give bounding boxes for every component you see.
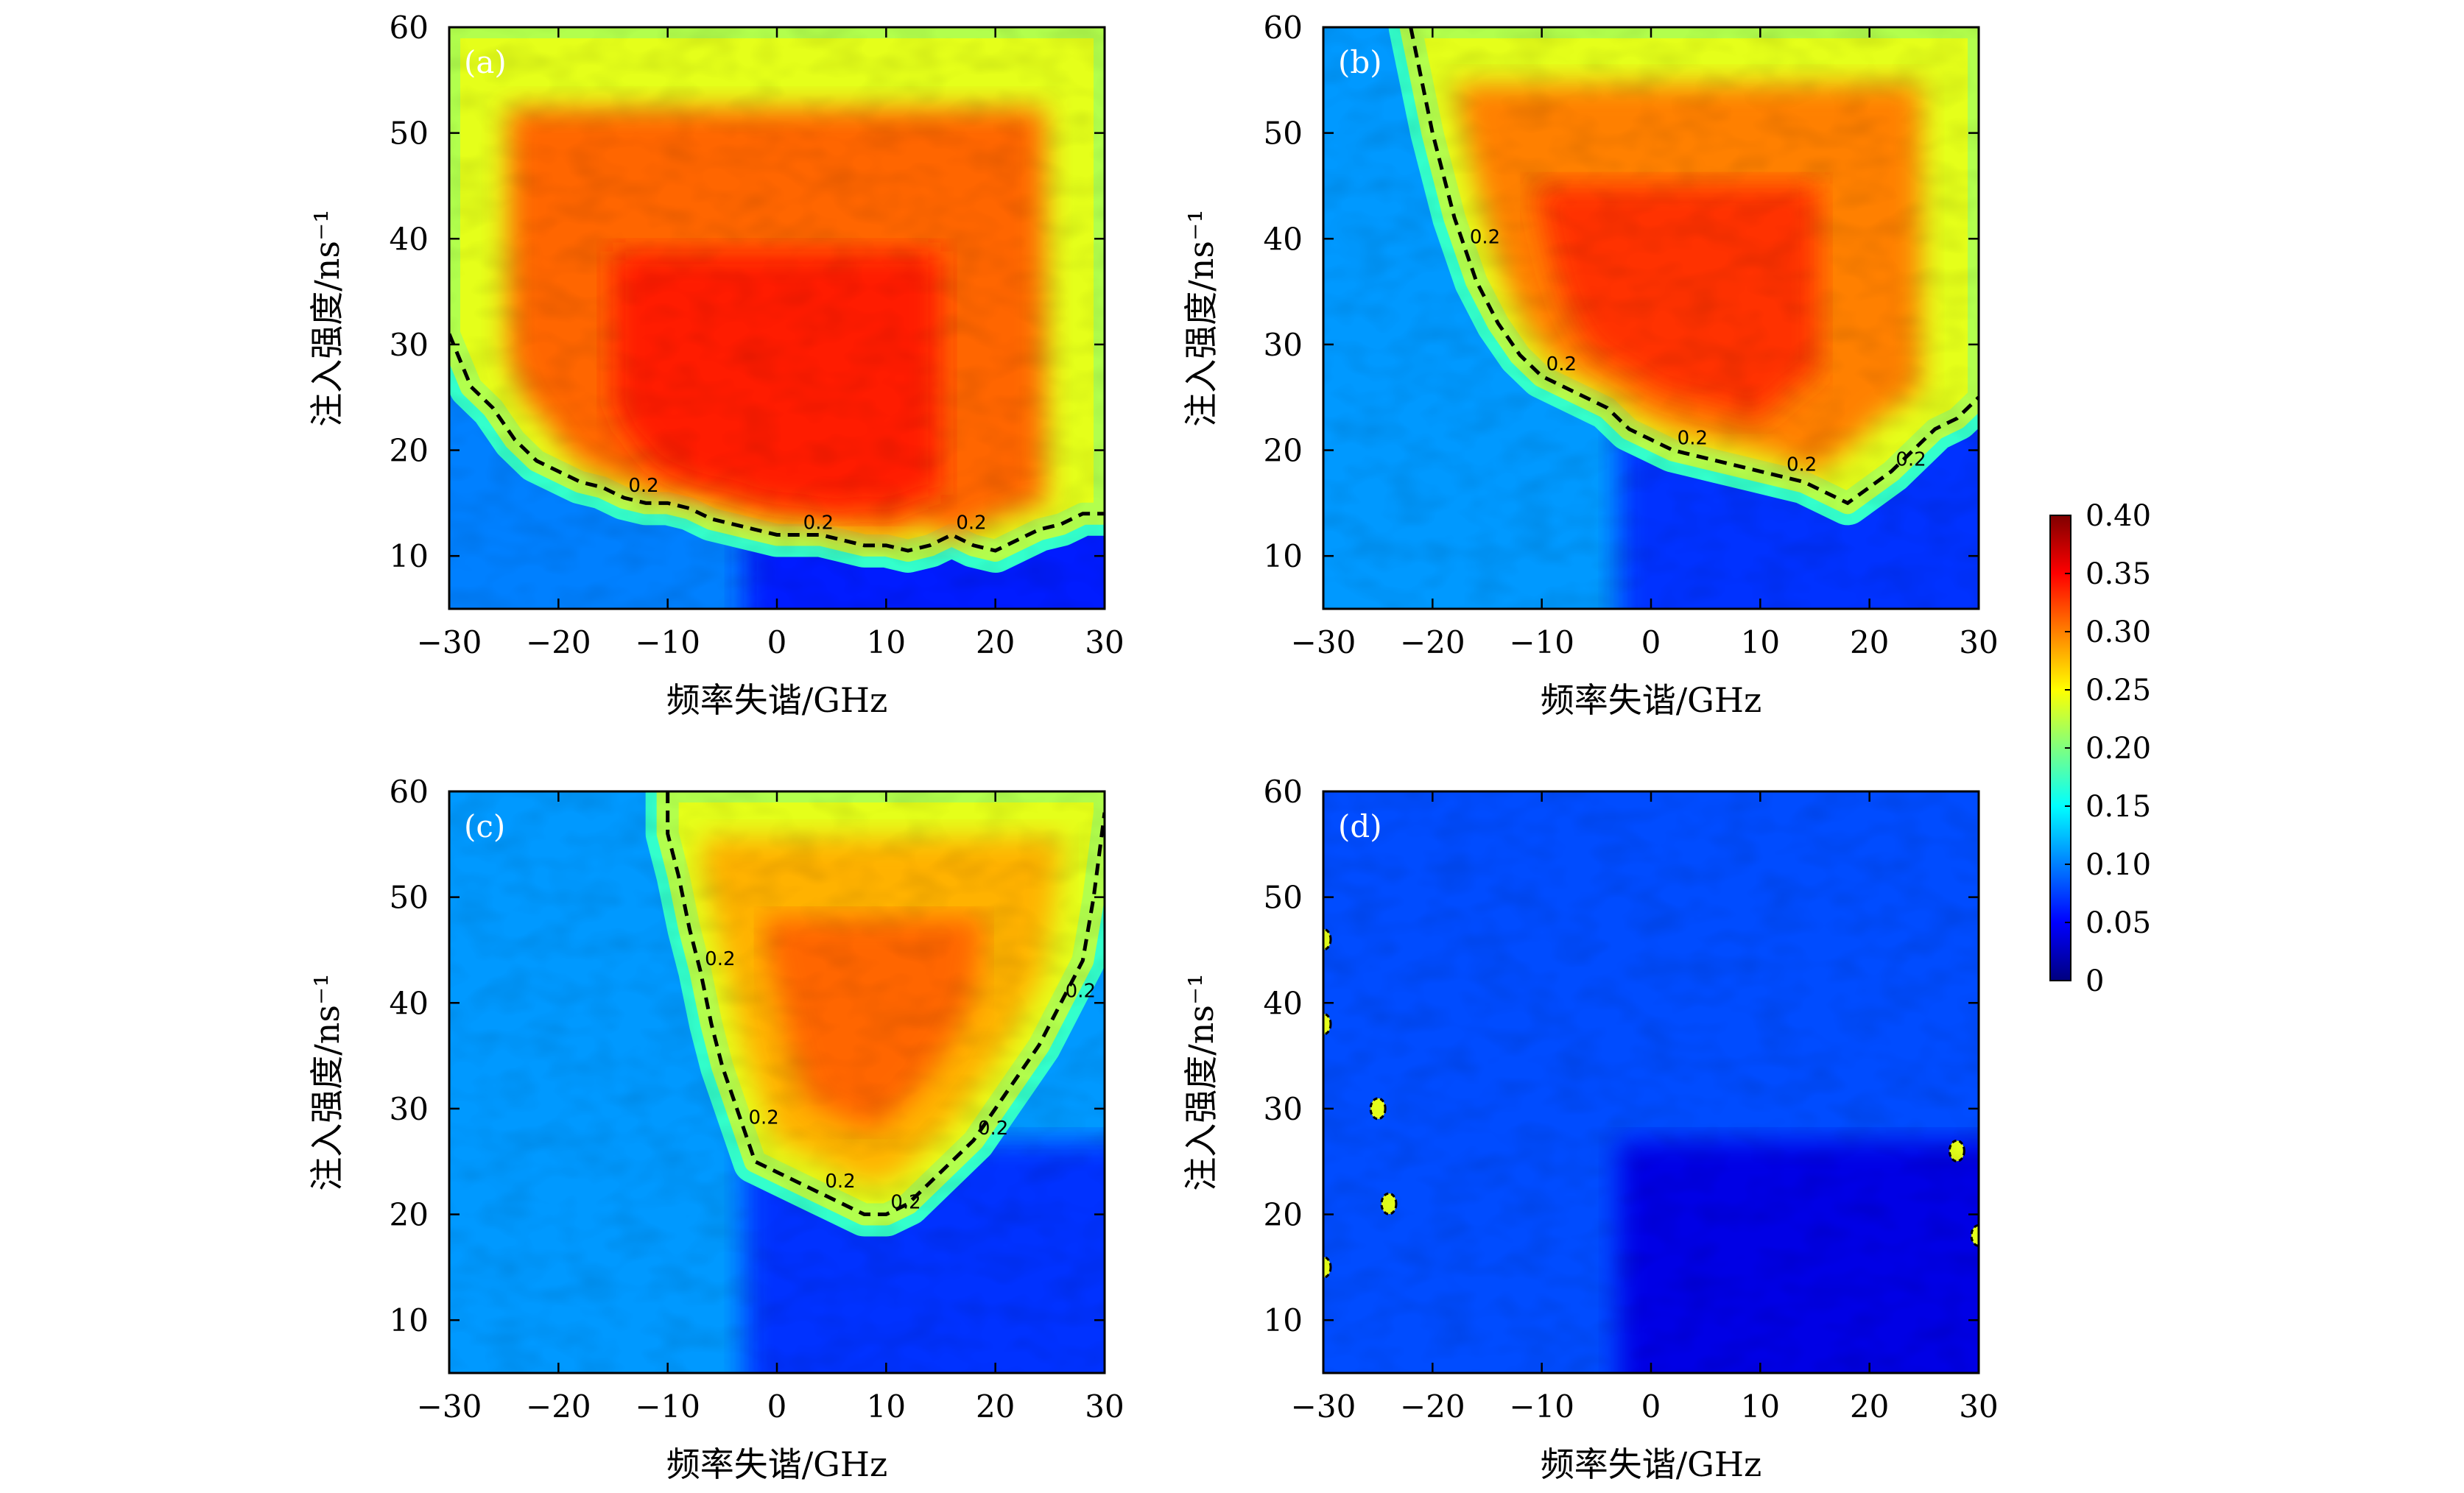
- x-tick-label: 10: [867, 624, 906, 660]
- y-tick-label: 20: [390, 1197, 429, 1233]
- panel-label: (c): [464, 808, 505, 844]
- x-tick-label: −30: [1291, 624, 1356, 660]
- heatmap-texture: [1323, 791, 1979, 1373]
- colorbar-tick-label: 0.15: [2085, 790, 2151, 824]
- colorbar-tick-label: 0.20: [2085, 732, 2151, 766]
- heatmap-texture: [449, 791, 1105, 1373]
- x-tick-label: 30: [1085, 1388, 1124, 1425]
- colorbar: 0.40 0.35 0.30 0.25 0.20 0.15 0.10 0.05 0: [2049, 499, 2151, 998]
- x-tick-label: −20: [1400, 1388, 1465, 1425]
- x-tick-label: 30: [1959, 624, 1998, 660]
- y-tick-label: 20: [390, 433, 429, 469]
- heatmap-panel-a: 0.20.2 0.2 −30 −20 −10 0 10 20 30 10 20 30 40 50 60 频率失…: [307, 10, 1124, 720]
- colorbar-tick-label: 0.35: [2085, 557, 2151, 591]
- x-tick-label: −10: [635, 1388, 700, 1425]
- x-tick-label: −20: [526, 1388, 591, 1425]
- heatmap-texture: [1323, 27, 1979, 609]
- x-tick-label: 20: [976, 1388, 1015, 1425]
- x-tick-label: −30: [417, 624, 482, 660]
- x-tick-label: 20: [1850, 624, 1889, 660]
- heatmap-field: 0.20.20.20.20.20.2: [449, 791, 1105, 1373]
- x-tick-label: 30: [1085, 624, 1124, 660]
- colorbar-tick-label: 0.40: [2085, 499, 2151, 533]
- heatmap-field: [1323, 791, 1979, 1373]
- x-tick-label: 20: [1850, 1388, 1889, 1425]
- y-axis-label: 注入强度/ns⁻¹: [1181, 973, 1221, 1190]
- panel-label: (b): [1338, 44, 1382, 80]
- heatmap-field: 0.20.20.20.2 0.2: [1323, 27, 1979, 609]
- colorbar-tick-label: 0.30: [2085, 615, 2151, 649]
- x-tick-label: 0: [767, 1388, 787, 1425]
- x-tick-label: 30: [1959, 1388, 1998, 1425]
- y-tick-label: 20: [1264, 1197, 1303, 1233]
- x-tick-label: −20: [1400, 624, 1465, 660]
- colorbar-tick-label: 0.05: [2085, 906, 2151, 940]
- panel-label: (d): [1338, 808, 1382, 844]
- heatmap-texture: [449, 27, 1105, 609]
- x-tick-label: −10: [635, 624, 700, 660]
- y-tick-label: 30: [1264, 327, 1303, 363]
- x-tick-label: −30: [417, 1388, 482, 1425]
- x-tick-label: 0: [1641, 1388, 1661, 1425]
- colorbar-tick-label: 0: [2085, 964, 2104, 998]
- heatmap-field: 0.20.2 0.2: [449, 27, 1105, 609]
- x-tick-label: −10: [1509, 1388, 1574, 1425]
- y-tick-label: 20: [1264, 433, 1303, 469]
- y-tick-label: 10: [1264, 538, 1303, 574]
- x-tick-label: 20: [976, 624, 1015, 660]
- y-tick-label: 40: [1264, 985, 1303, 1021]
- y-tick-label: 50: [390, 880, 429, 916]
- x-tick-label: 0: [1641, 624, 1661, 660]
- y-tick-label: 40: [390, 985, 429, 1021]
- x-tick-label: 10: [1741, 1388, 1780, 1425]
- y-tick-label: 50: [390, 116, 429, 152]
- x-tick-label: −30: [1291, 1388, 1356, 1425]
- y-axis-label: 注入强度/ns⁻¹: [307, 209, 347, 426]
- heatmap-panel-b: 0.20.20.20.2 0.2 −30 −20 −10 0 10 20 30 10 20 30 40 5…: [1181, 10, 1999, 720]
- y-tick-label: 50: [1264, 880, 1303, 916]
- y-tick-label: 30: [1264, 1091, 1303, 1127]
- x-tick-label: 0: [767, 624, 787, 660]
- y-tick-label: 10: [390, 1302, 429, 1338]
- heatmap-panel-c: 0.20.20.20.20.20.2 −30 −20 −10 0 10 20 30 10 20 30…: [307, 774, 1124, 1484]
- x-axis-label: 频率失谐/GHz: [1541, 1444, 1762, 1484]
- x-tick-label: −10: [1509, 624, 1574, 660]
- y-tick-label: 50: [1264, 116, 1303, 152]
- y-tick-label: 60: [390, 774, 429, 810]
- y-tick-label: 30: [390, 1091, 429, 1127]
- colorbar-tick-label: 0.10: [2085, 848, 2151, 882]
- y-tick-label: 40: [1264, 221, 1303, 257]
- y-tick-label: 40: [390, 221, 429, 257]
- x-tick-label: −20: [526, 624, 591, 660]
- y-axis-label: 注入强度/ns⁻¹: [1181, 209, 1221, 426]
- y-tick-label: 10: [390, 538, 429, 574]
- y-tick-label: 30: [390, 327, 429, 363]
- panel-label: (a): [464, 44, 507, 80]
- heatmap-panel-d: −30 −20 −10 0 10 20 30 10 20 30 40 50 60 频率失谐/GHz 注入强度…: [1181, 774, 1999, 1484]
- x-tick-label: 10: [1741, 624, 1780, 660]
- y-tick-label: 60: [1264, 774, 1303, 810]
- y-tick-label: 10: [1264, 1302, 1303, 1338]
- x-axis-label: 频率失谐/GHz: [666, 1444, 888, 1484]
- y-tick-label: 60: [390, 10, 429, 46]
- y-tick-label: 60: [1264, 10, 1303, 46]
- x-axis-label: 频率失谐/GHz: [1541, 680, 1762, 720]
- x-axis-label: 频率失谐/GHz: [666, 680, 888, 720]
- colorbar-tick-label: 0.25: [2085, 674, 2151, 707]
- y-axis-label: 注入强度/ns⁻¹: [307, 973, 347, 1190]
- x-tick-label: 10: [867, 1388, 906, 1425]
